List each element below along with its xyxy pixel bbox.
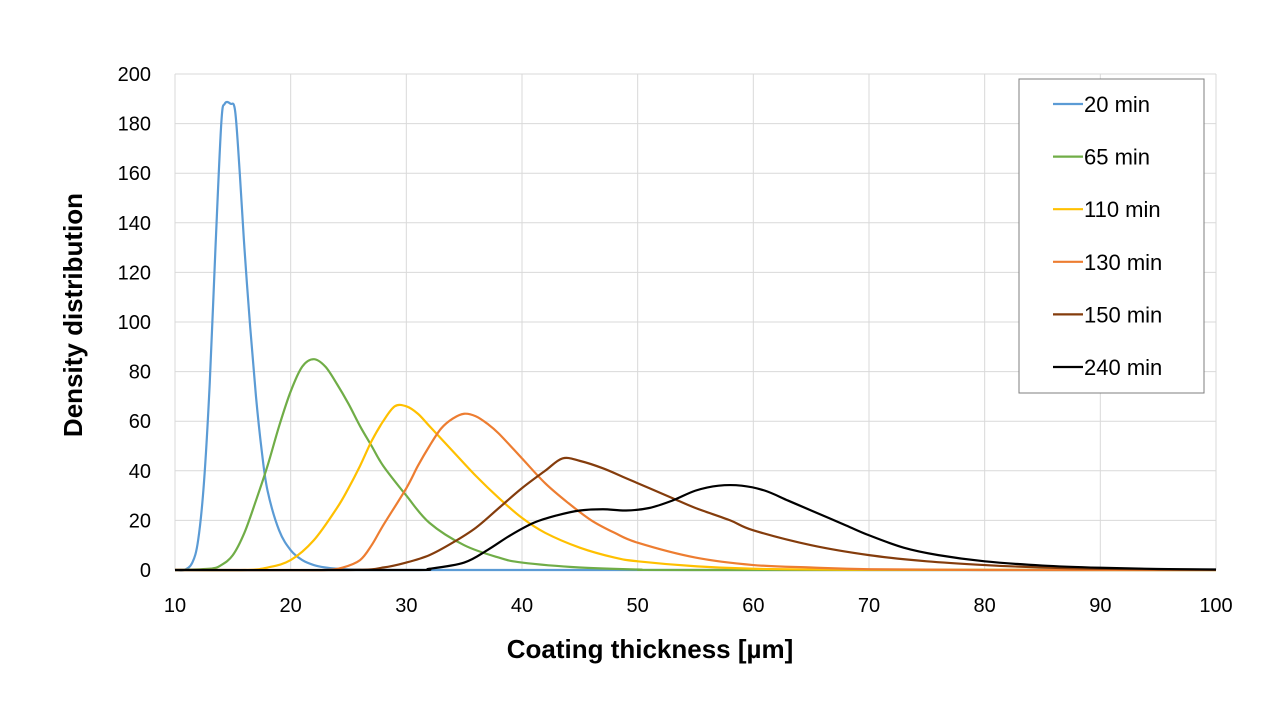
y-axis-title: Density distribution xyxy=(58,193,88,437)
y-tick-label: 80 xyxy=(129,362,151,384)
x-tick-label: 10 xyxy=(164,595,186,617)
series-lines xyxy=(174,100,1217,572)
legend-label: 240 min xyxy=(1084,355,1162,380)
x-tick-label: 100 xyxy=(1199,595,1232,617)
legend-label: 65 min xyxy=(1084,145,1150,170)
series-line-240-min xyxy=(174,483,1217,572)
y-tick-label: 180 xyxy=(118,114,151,136)
y-tick-label: 140 xyxy=(118,213,151,235)
legend-label: 110 min xyxy=(1084,197,1161,222)
legend-label: 20 min xyxy=(1084,92,1150,117)
legend-label: 130 min xyxy=(1084,250,1162,275)
y-tick-label: 120 xyxy=(118,262,151,284)
legend: 20 min 65 min 110 min 130 min 150 min 240 min xyxy=(1018,78,1205,394)
y-tick-label: 100 xyxy=(118,312,151,334)
series-line-150-min xyxy=(174,456,1217,572)
x-tick-label: 30 xyxy=(395,595,417,617)
y-tick-label: 0 xyxy=(140,560,151,582)
y-tick-label: 160 xyxy=(118,163,151,185)
series-line-130-min xyxy=(175,412,1217,572)
x-axis-title: Coating thickness [µm] xyxy=(507,634,794,664)
x-tick-label: 80 xyxy=(974,595,996,617)
series-line-65-min xyxy=(174,358,1217,572)
y-tick-label: 60 xyxy=(129,411,151,433)
x-tick-label: 90 xyxy=(1089,595,1111,617)
y-tick-label: 20 xyxy=(129,510,151,532)
y-tick-label: 40 xyxy=(129,461,151,483)
x-tick-label: 20 xyxy=(280,595,302,617)
y-axis-tick-labels: 0 20 40 60 80 100 120 140 160 180 200 xyxy=(118,64,151,582)
y-tick-label: 200 xyxy=(118,64,151,86)
x-tick-label: 40 xyxy=(511,595,533,617)
legend-box xyxy=(1018,78,1205,394)
x-tick-label: 50 xyxy=(627,595,649,617)
x-tick-label: 60 xyxy=(742,595,764,617)
x-tick-label: 70 xyxy=(858,595,880,617)
series-line-110-min xyxy=(174,403,1217,572)
x-axis-tick-labels: 10 20 30 40 50 60 70 80 90 100 xyxy=(164,595,1233,617)
legend-label: 150 min xyxy=(1084,302,1162,327)
